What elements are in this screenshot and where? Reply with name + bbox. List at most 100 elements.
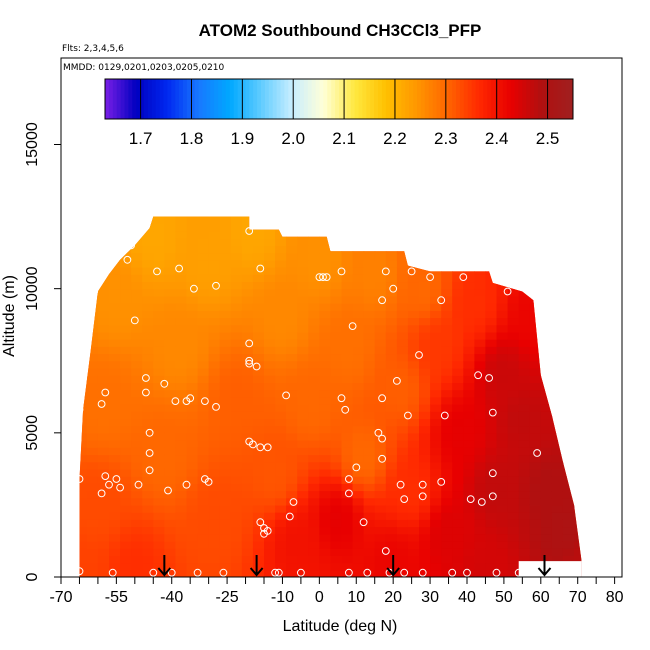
heatmap-cell (264, 267, 276, 275)
heatmap-cell (264, 569, 276, 577)
heatmap-cell (485, 555, 498, 564)
heatmap-cell (208, 259, 221, 268)
colorbar-swatch (362, 79, 367, 119)
heatmap-cell (79, 368, 88, 376)
heatmap-cell (175, 468, 188, 477)
heatmap-cell (297, 454, 309, 463)
heatmap-cell (496, 476, 509, 484)
heatmap-cell (131, 231, 143, 239)
heatmap-cell (97, 411, 110, 419)
heatmap-cell (540, 418, 553, 427)
heatmap-cell (175, 360, 188, 369)
heatmap-cell (452, 231, 464, 239)
heatmap-cell (419, 447, 431, 456)
heatmap-cell (252, 288, 265, 297)
heatmap-cell (419, 223, 431, 232)
sample-marker (105, 480, 113, 489)
heatmap-cell (197, 245, 210, 254)
heatmap-cell (219, 360, 232, 369)
heatmap-cell (252, 339, 265, 347)
heatmap-cell (407, 259, 420, 268)
heatmap-cell (264, 346, 276, 355)
colorbar-swatch (186, 79, 192, 119)
heatmap-cell (164, 404, 176, 412)
heatmap-cell (175, 331, 188, 340)
heatmap-cell (352, 569, 365, 577)
heatmap-cell (551, 346, 564, 355)
heatmap-cell (142, 432, 154, 441)
heatmap-cell (86, 541, 99, 549)
heatmap-cell (97, 447, 110, 456)
heatmap-cell (396, 497, 409, 506)
heatmap-cell (474, 245, 487, 254)
heatmap-cell (297, 216, 309, 225)
heatmap-cell (275, 339, 287, 347)
heatmap-cell (164, 223, 176, 232)
colorbar-swatch (155, 79, 161, 119)
heatmap-cell (485, 368, 498, 376)
heatmap-cell (496, 331, 509, 340)
heatmap-cell (551, 295, 564, 304)
heatmap-cell (175, 555, 188, 564)
heatmap-cell (230, 411, 243, 419)
heatmap-cell (275, 418, 287, 427)
heatmap-cell (407, 353, 420, 362)
sample-marker (75, 567, 84, 576)
heatmap-cell (153, 396, 165, 405)
heatmap-cell (452, 353, 464, 362)
heatmap-cell (441, 267, 453, 275)
heatmap-cell (574, 252, 582, 261)
heatmap-cell (474, 555, 487, 564)
heatmap-cell (452, 404, 464, 412)
heatmap-cell (441, 461, 453, 470)
heatmap-cell (86, 497, 99, 506)
heatmap-cell (419, 303, 431, 311)
heatmap-cell (474, 490, 487, 499)
heatmap-cell (474, 339, 487, 347)
heatmap-cell (574, 490, 582, 499)
heatmap-cell (574, 404, 582, 412)
heatmap-cell (341, 382, 354, 391)
heatmap-cell (396, 368, 409, 376)
heatmap-cell (474, 569, 487, 577)
heatmap-cell (330, 274, 343, 283)
heatmap-cell (142, 360, 154, 369)
heatmap-cell (219, 447, 232, 456)
heatmap-cell (97, 425, 110, 434)
heatmap-cell (374, 274, 387, 283)
heatmap-cell (319, 504, 332, 513)
heatmap-cell (396, 504, 409, 513)
heatmap-cell (574, 360, 582, 369)
heatmap-cell (430, 295, 442, 304)
heatmap-cell (286, 404, 298, 412)
heatmap-cell (430, 454, 442, 463)
heatmap-cell (219, 425, 232, 434)
heatmap-cell (120, 360, 132, 369)
heatmap-cell (385, 526, 398, 535)
heatmap-cell (319, 454, 332, 463)
heatmap-cell (275, 389, 287, 398)
heatmap-cell (396, 245, 409, 254)
heatmap-cell (308, 432, 320, 441)
heatmap-cell (485, 533, 498, 542)
heatmap-cell (540, 526, 553, 535)
heatmap-cell (529, 288, 542, 297)
heatmap-cell (241, 331, 254, 340)
colorbar-swatch (456, 79, 461, 119)
heatmap-cell (352, 267, 365, 275)
heatmap-cell (562, 310, 575, 319)
heatmap-cell (230, 245, 243, 254)
heatmap-cell (131, 476, 143, 484)
heatmap-cell (485, 483, 498, 492)
heatmap-cell (485, 440, 498, 448)
heatmap-cell (197, 317, 210, 326)
heatmap-cell (341, 476, 354, 484)
heatmap-cell (441, 216, 453, 218)
heatmap-cell (562, 216, 575, 225)
heatmap-cell (385, 541, 398, 549)
heatmap-cell (120, 512, 132, 520)
heatmap-cell (540, 432, 553, 441)
heatmap-cell (219, 418, 232, 427)
heatmap-cell (407, 404, 420, 412)
heatmap-cell (120, 382, 132, 391)
